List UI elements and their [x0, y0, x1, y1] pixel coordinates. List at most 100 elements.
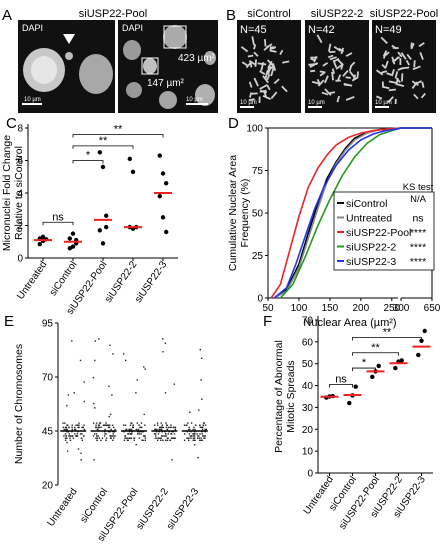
- chromosome-mark: [420, 92, 426, 99]
- area-label-small: 147 µm²: [147, 78, 185, 89]
- x-tick-label: siControl: [78, 486, 110, 525]
- data-point: [174, 437, 176, 439]
- significance-bracket: [352, 352, 399, 356]
- data-point: [129, 424, 132, 426]
- legend-label: Untreated: [346, 213, 392, 225]
- data-point: [194, 428, 196, 431]
- chromosome-mark: [395, 83, 405, 87]
- x-tick-label: siControl: [48, 259, 80, 298]
- data-point: [112, 353, 114, 355]
- significance-bracket: [72, 145, 134, 149]
- data-point: [70, 244, 76, 249]
- x-tick-label: 100: [291, 303, 308, 314]
- significance-label: **: [371, 342, 380, 354]
- data-point: [113, 431, 116, 433]
- data-point: [124, 424, 127, 426]
- data-point: [161, 435, 163, 437]
- metaphase-title-3: siUSP22-Pool: [370, 8, 438, 20]
- data-point: [174, 428, 176, 431]
- chromosome-mark: [345, 52, 353, 57]
- data-point: [137, 433, 139, 435]
- data-point: [108, 426, 111, 429]
- data-point: [97, 150, 103, 155]
- panel-letter-e: E: [4, 313, 14, 330]
- data-point: [130, 428, 132, 431]
- data-point: [189, 435, 191, 437]
- chromosome-mark: [322, 62, 329, 67]
- data-point: [92, 422, 95, 424]
- data-point: [129, 437, 131, 439]
- data-point: [157, 439, 159, 441]
- chromosome-mark: [405, 59, 410, 66]
- data-point: [108, 424, 110, 426]
- data-point: [83, 435, 85, 437]
- data-point: [112, 433, 114, 435]
- chromosome-mark: [273, 78, 280, 85]
- data-point: [166, 428, 168, 431]
- y-tick-label: 60: [302, 337, 314, 348]
- data-point: [166, 424, 168, 426]
- data-point: [66, 405, 68, 407]
- data-point: [188, 433, 191, 435]
- panel-letter-f: F: [263, 313, 272, 330]
- legend-ks-na: N/A: [410, 194, 427, 205]
- panel-letter-d: D: [228, 115, 239, 132]
- data-point: [93, 402, 95, 405]
- data-point: [108, 426, 110, 429]
- y-tick-label: 0: [307, 469, 313, 480]
- data-point: [164, 229, 169, 235]
- chromosome-mark: [259, 84, 268, 90]
- chromosome-mark: [342, 70, 349, 77]
- data-point: [130, 169, 136, 175]
- data-point: [169, 426, 171, 429]
- data-point: [160, 422, 162, 424]
- chromosome-mark: [376, 95, 383, 100]
- data-point: [188, 437, 190, 439]
- data-point: [67, 431, 69, 433]
- data-point: [77, 426, 79, 429]
- chromosome-mark: [384, 60, 389, 68]
- data-point: [74, 428, 76, 431]
- data-point: [108, 431, 110, 433]
- data-point: [131, 431, 134, 433]
- chromosome-mark: [332, 59, 338, 68]
- data-point: [200, 379, 202, 381]
- data-point: [94, 359, 96, 362]
- data-point: [76, 435, 78, 437]
- chromosome-mark: [262, 94, 271, 101]
- data-point: [161, 424, 163, 426]
- data-point: [77, 448, 80, 450]
- data-point: [190, 435, 193, 437]
- data-point: [63, 435, 65, 437]
- arrowhead-icon: [63, 34, 75, 44]
- significance-label: ns: [52, 211, 64, 223]
- data-point: [64, 422, 66, 424]
- data-point: [123, 424, 125, 426]
- x-tick-label: 50: [262, 303, 274, 314]
- chromosome-mark: [412, 65, 421, 71]
- data-point: [193, 444, 196, 446]
- chromosome-mark: [279, 49, 284, 56]
- chromosome-mark: [282, 60, 290, 64]
- data-point: [64, 439, 67, 441]
- chromosome-mark: [391, 44, 398, 50]
- chromosome-mark: [258, 96, 261, 103]
- data-point: [131, 422, 133, 424]
- data-point: [64, 437, 67, 439]
- data-point: [171, 431, 173, 433]
- data-point: [353, 384, 358, 389]
- data-point: [156, 428, 158, 431]
- data-point: [159, 437, 161, 439]
- data-point: [133, 437, 136, 439]
- data-point: [201, 398, 203, 400]
- legend-label: siUSP22-3: [346, 256, 396, 268]
- chromosome-mark: [419, 52, 424, 60]
- data-point: [124, 435, 126, 437]
- data-point: [62, 422, 64, 424]
- data-point: [68, 426, 70, 429]
- chromosome-mark: [421, 81, 425, 88]
- data-point: [139, 426, 141, 429]
- series-line-5: [273, 127, 432, 299]
- data-point: [170, 424, 172, 426]
- data-point: [187, 422, 189, 424]
